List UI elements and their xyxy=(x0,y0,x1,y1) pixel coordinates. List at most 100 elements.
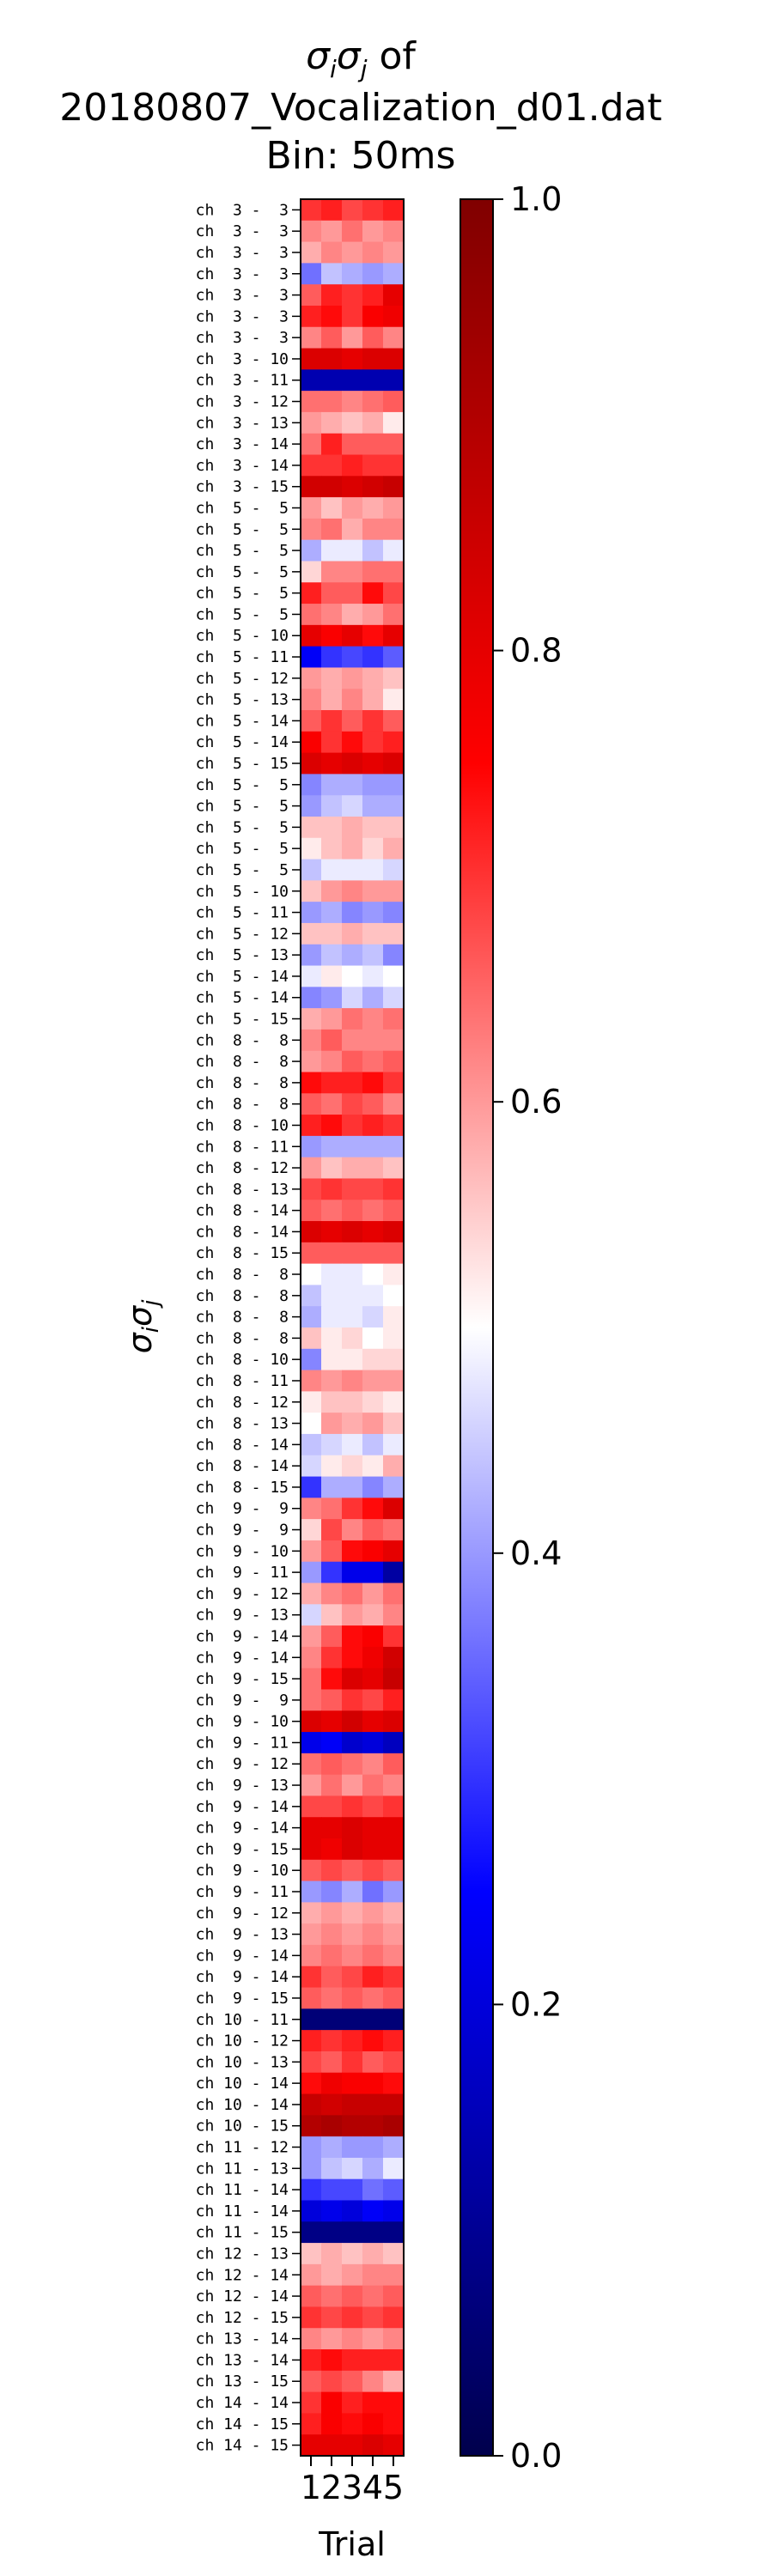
heatmap-cell xyxy=(321,1178,343,1200)
row-label: ch 5 - 14 xyxy=(196,712,289,730)
heatmap-cell xyxy=(362,710,384,732)
row-label: ch 5 - 5 xyxy=(196,776,289,794)
heatmap-cell xyxy=(383,795,405,817)
row-label: ch 5 - 12 xyxy=(196,670,289,688)
heatmap-cell xyxy=(342,2093,363,2116)
heatmap-cell xyxy=(301,326,322,349)
heatmap-cell xyxy=(383,348,405,370)
heatmap-cell xyxy=(383,1029,405,1052)
heatmap-cell xyxy=(362,1498,384,1520)
heatmap-cell xyxy=(362,987,384,1009)
heatmap-cell xyxy=(362,731,384,754)
heatmap-cell xyxy=(301,1370,322,1392)
row-label: ch 8 - 11 xyxy=(196,1138,289,1156)
heatmap-cell xyxy=(383,1008,405,1030)
heatmap-cell xyxy=(321,1817,343,1839)
heatmap-cell xyxy=(383,1050,405,1073)
row-label: ch 8 - 11 xyxy=(196,1372,289,1390)
heatmap-cell xyxy=(321,2391,343,2415)
heatmap-cell xyxy=(383,263,405,285)
heatmap-cell xyxy=(301,561,322,583)
row-label: ch 8 - 14 xyxy=(196,1457,289,1475)
heatmap-cell xyxy=(383,2221,405,2244)
heatmap-cell xyxy=(321,2072,343,2095)
heatmap-cell xyxy=(383,476,405,498)
heatmap-cell xyxy=(362,476,384,498)
heatmap-cell xyxy=(321,1072,343,1094)
heatmap-cell xyxy=(342,1710,363,1733)
heatmap-cell xyxy=(321,2328,343,2350)
colorbar-tick-label: 0.2 xyxy=(510,1985,562,2023)
heatmap-cell xyxy=(321,305,343,328)
heatmap-cell xyxy=(383,2200,405,2222)
heatmap-cell xyxy=(301,1689,322,1711)
heatmap-cell xyxy=(383,1476,405,1498)
heatmap-cell xyxy=(383,624,405,647)
heatmap-cell xyxy=(301,2030,322,2052)
heatmap-cell xyxy=(362,1987,384,2009)
heatmap-cell xyxy=(362,2136,384,2159)
heatmap-cell xyxy=(383,2434,405,2457)
heatmap-cell xyxy=(342,837,363,860)
heatmap-cell xyxy=(301,305,322,328)
heatmap-cell xyxy=(383,582,405,605)
heatmap-cell xyxy=(383,646,405,669)
heatmap-cell xyxy=(383,411,405,434)
heatmap-cell xyxy=(321,859,343,881)
row-label: ch 9 - 9 xyxy=(196,1692,289,1710)
heatmap-cell xyxy=(362,795,384,817)
heatmap-cell xyxy=(301,624,322,647)
heatmap-cell xyxy=(383,2370,405,2393)
heatmap-cell xyxy=(321,1668,343,1691)
heatmap-cell xyxy=(362,1413,384,1435)
heatmap-cell xyxy=(342,518,363,541)
heatmap-cell xyxy=(301,944,322,967)
heatmap-cell xyxy=(383,326,405,349)
row-label: ch 9 - 12 xyxy=(196,1755,289,1773)
heatmap-cell xyxy=(383,2178,405,2202)
heatmap-cell xyxy=(342,1008,363,1030)
row-label: ch 5 - 11 xyxy=(196,904,289,922)
title-line-3: Bin: 50ms xyxy=(266,134,456,178)
heatmap-cell xyxy=(362,1646,384,1669)
heatmap-cell xyxy=(321,1646,343,1669)
heatmap-cell xyxy=(321,1242,343,1265)
heatmap-cell xyxy=(362,1285,384,1307)
row-label: ch 9 - 12 xyxy=(196,1585,289,1603)
heatmap-cell xyxy=(321,1115,343,1137)
heatmap-cell xyxy=(342,1093,363,1115)
heatmap-cell xyxy=(362,944,384,967)
heatmap-cells xyxy=(301,199,405,2457)
row-label: ch 9 - 14 xyxy=(196,1947,289,1965)
heatmap-cell xyxy=(383,1178,405,1200)
heatmap-cell xyxy=(342,2370,363,2393)
heatmap-cell xyxy=(301,1838,322,1861)
heatmap-cell xyxy=(342,2263,363,2287)
heatmap-cell xyxy=(362,1200,384,1222)
heatmap-cell xyxy=(342,1540,363,1563)
heatmap-cell xyxy=(342,604,363,626)
heatmap-cell xyxy=(342,1327,363,1350)
heatmap-cell xyxy=(383,220,405,243)
heatmap-cell xyxy=(342,1519,363,1541)
heatmap-cell xyxy=(383,1817,405,1839)
heatmap-cell xyxy=(362,1540,384,1563)
heatmap-cell xyxy=(342,1115,363,1137)
row-label: ch 3 - 10 xyxy=(196,350,289,368)
heatmap-cell xyxy=(321,1391,343,1413)
heatmap-cell xyxy=(301,199,322,222)
heatmap-cell xyxy=(321,2370,343,2393)
heatmap-cell xyxy=(301,1817,322,1839)
heatmap-cell xyxy=(321,1029,343,1052)
heatmap-cell xyxy=(362,1519,384,1541)
heatmap-cell xyxy=(383,689,405,711)
row-label: ch 8 - 10 xyxy=(196,1351,289,1369)
row-label: ch 9 - 11 xyxy=(196,1564,289,1582)
heatmap-cell xyxy=(301,1263,322,1286)
heatmap-cell xyxy=(301,710,322,732)
x-axis-label: Trial xyxy=(318,2525,386,2563)
heatmap-cell xyxy=(342,1625,363,1648)
heatmap-cell xyxy=(383,902,405,924)
heatmap-cell xyxy=(321,1157,343,1180)
